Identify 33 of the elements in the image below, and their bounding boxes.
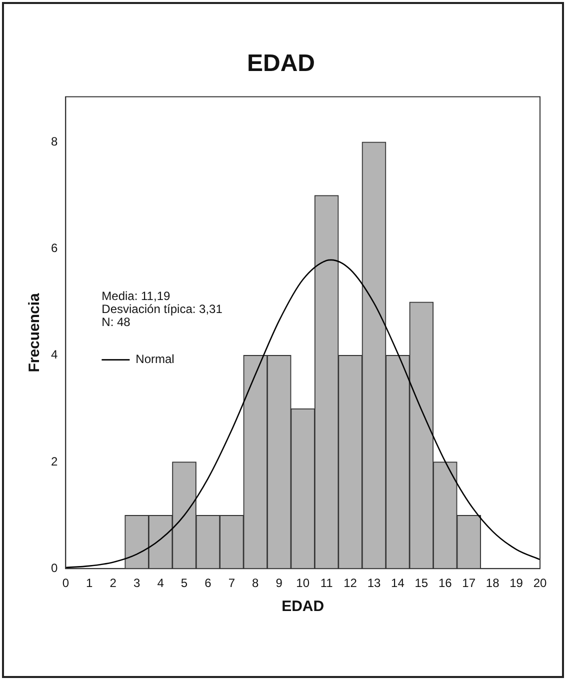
x-tick-label: 12 (344, 576, 358, 590)
x-tick-label: 0 (62, 576, 70, 590)
x-tick-label: 16 (438, 576, 452, 590)
x-tick-label: 10 (296, 576, 310, 590)
x-tick-label: 9 (276, 576, 283, 590)
x-tick-label: 4 (157, 576, 164, 590)
x-tick-label: 3 (133, 576, 140, 590)
x-tick-label: 17 (462, 576, 476, 590)
x-tick-label: 13 (367, 576, 381, 590)
x-tick-label: 5 (180, 576, 188, 590)
y-tick-label: 2 (50, 454, 58, 468)
annotation: Media: 11,19 (102, 289, 170, 304)
x-tick-label: 15 (414, 576, 428, 590)
y-tick-label: 4 (50, 348, 58, 362)
y-tick-label: 6 (50, 241, 58, 256)
x-tick-label: 18 (486, 576, 500, 590)
x-tick-label: 7 (228, 576, 236, 590)
y-axis-title: Frecuencia (26, 292, 44, 372)
y-tick-label: 8 (50, 134, 58, 148)
x-tick-label: 20 (533, 576, 547, 590)
annotation: N: 48 (102, 315, 131, 330)
x-tick-label: 8 (252, 576, 260, 590)
x-tick-label: 14 (391, 576, 405, 590)
chart-title: EDAD (246, 50, 316, 78)
x-tick-label: 1 (86, 576, 94, 590)
legend-label: Normal (136, 352, 174, 366)
annotation: Desviación típica: 3,31 (102, 302, 223, 316)
x-tick-label: 11 (320, 576, 334, 590)
y-tick-label: 0 (50, 560, 58, 575)
x-axis-title: EDAD (282, 598, 324, 616)
x-tick-label: 6 (204, 576, 212, 590)
x-tick-label: 19 (510, 576, 524, 590)
x-tick-label: 2 (110, 576, 117, 590)
